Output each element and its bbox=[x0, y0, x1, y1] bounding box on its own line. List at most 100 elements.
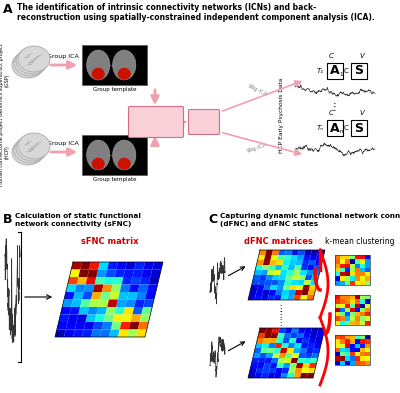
Polygon shape bbox=[309, 363, 317, 368]
Polygon shape bbox=[294, 343, 302, 348]
Polygon shape bbox=[345, 255, 350, 259]
Polygon shape bbox=[96, 307, 107, 314]
Polygon shape bbox=[311, 353, 319, 358]
Polygon shape bbox=[272, 250, 280, 255]
Polygon shape bbox=[296, 285, 304, 290]
Polygon shape bbox=[298, 353, 306, 358]
Polygon shape bbox=[302, 338, 310, 343]
Text: ⋮: ⋮ bbox=[330, 102, 340, 112]
Polygon shape bbox=[88, 307, 98, 314]
Polygon shape bbox=[355, 316, 360, 321]
Polygon shape bbox=[340, 312, 345, 316]
Polygon shape bbox=[290, 358, 298, 363]
Polygon shape bbox=[80, 262, 91, 270]
Polygon shape bbox=[274, 270, 281, 275]
Polygon shape bbox=[269, 368, 276, 373]
Polygon shape bbox=[264, 363, 271, 368]
Polygon shape bbox=[280, 373, 288, 378]
Polygon shape bbox=[252, 280, 259, 285]
Polygon shape bbox=[106, 307, 116, 314]
Polygon shape bbox=[100, 329, 111, 337]
Bar bbox=[335, 295, 370, 325]
Polygon shape bbox=[340, 259, 345, 264]
Polygon shape bbox=[360, 281, 365, 285]
Polygon shape bbox=[284, 333, 291, 338]
Polygon shape bbox=[345, 312, 350, 316]
Bar bbox=[335, 335, 370, 365]
Polygon shape bbox=[335, 255, 340, 259]
Polygon shape bbox=[350, 276, 355, 281]
Polygon shape bbox=[335, 259, 340, 264]
Polygon shape bbox=[91, 292, 102, 299]
Polygon shape bbox=[340, 356, 345, 361]
Polygon shape bbox=[278, 358, 285, 363]
Polygon shape bbox=[89, 262, 100, 270]
Polygon shape bbox=[86, 277, 96, 285]
Polygon shape bbox=[304, 280, 311, 285]
Polygon shape bbox=[291, 328, 299, 333]
Text: The identification of intrinsic connectivity networks (ICNs) and back-: The identification of intrinsic connecti… bbox=[17, 3, 316, 12]
Polygon shape bbox=[289, 260, 297, 265]
Polygon shape bbox=[340, 316, 345, 321]
Polygon shape bbox=[271, 358, 279, 363]
Polygon shape bbox=[311, 275, 319, 280]
Polygon shape bbox=[55, 329, 66, 337]
Polygon shape bbox=[335, 361, 340, 365]
Bar bbox=[351, 120, 367, 136]
Polygon shape bbox=[120, 285, 130, 292]
Polygon shape bbox=[340, 281, 345, 285]
Polygon shape bbox=[266, 353, 274, 358]
Polygon shape bbox=[138, 322, 149, 329]
Polygon shape bbox=[355, 343, 360, 348]
Polygon shape bbox=[254, 270, 262, 275]
Polygon shape bbox=[340, 343, 345, 348]
Polygon shape bbox=[302, 285, 310, 290]
Polygon shape bbox=[314, 343, 322, 348]
Polygon shape bbox=[262, 290, 270, 295]
Polygon shape bbox=[365, 348, 370, 352]
Polygon shape bbox=[296, 363, 304, 368]
Polygon shape bbox=[360, 272, 365, 276]
Polygon shape bbox=[152, 262, 163, 270]
Polygon shape bbox=[116, 299, 127, 307]
Polygon shape bbox=[294, 265, 302, 270]
Polygon shape bbox=[350, 356, 355, 361]
Polygon shape bbox=[249, 368, 257, 373]
Polygon shape bbox=[340, 255, 345, 259]
Polygon shape bbox=[134, 299, 145, 307]
Polygon shape bbox=[77, 314, 88, 322]
Polygon shape bbox=[290, 363, 297, 368]
Polygon shape bbox=[317, 328, 325, 333]
Ellipse shape bbox=[112, 140, 136, 170]
Text: C: C bbox=[208, 213, 217, 226]
Bar bbox=[82, 135, 147, 175]
Polygon shape bbox=[264, 285, 271, 290]
Polygon shape bbox=[254, 348, 262, 353]
Polygon shape bbox=[360, 352, 365, 356]
Polygon shape bbox=[75, 322, 86, 329]
Text: Group ICA: Group ICA bbox=[47, 141, 79, 146]
Polygon shape bbox=[275, 265, 282, 270]
Polygon shape bbox=[109, 329, 120, 337]
Polygon shape bbox=[355, 264, 360, 268]
Polygon shape bbox=[335, 339, 340, 343]
Polygon shape bbox=[259, 275, 267, 280]
Polygon shape bbox=[335, 272, 340, 276]
Polygon shape bbox=[275, 290, 283, 295]
Text: n: n bbox=[339, 129, 342, 134]
Polygon shape bbox=[360, 276, 365, 281]
Polygon shape bbox=[301, 290, 309, 295]
Polygon shape bbox=[272, 275, 280, 280]
Polygon shape bbox=[291, 250, 299, 255]
Polygon shape bbox=[340, 308, 345, 312]
Polygon shape bbox=[268, 373, 275, 378]
Polygon shape bbox=[250, 285, 258, 290]
Polygon shape bbox=[255, 265, 263, 270]
Polygon shape bbox=[254, 295, 262, 300]
Polygon shape bbox=[365, 352, 370, 356]
Polygon shape bbox=[130, 277, 142, 285]
Polygon shape bbox=[248, 295, 256, 300]
Polygon shape bbox=[345, 295, 350, 299]
Polygon shape bbox=[340, 272, 345, 276]
Polygon shape bbox=[71, 262, 82, 270]
